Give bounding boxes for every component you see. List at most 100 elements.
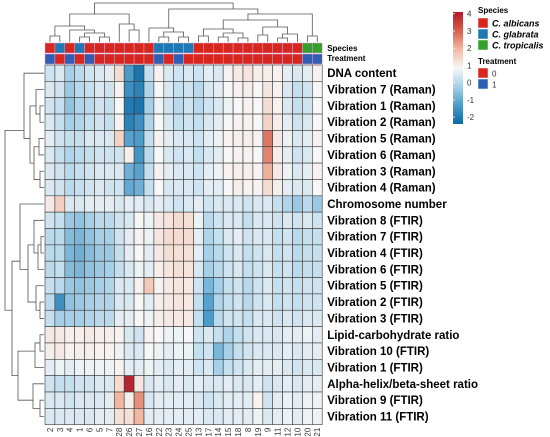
treatment-annotation-cell	[64, 53, 75, 65]
dendrogram-link	[69, 29, 95, 42]
column-label: 1	[76, 427, 85, 432]
row-dendrogram	[4, 72, 44, 417]
heatmap-cell	[302, 260, 313, 278]
column-label: 17	[204, 427, 213, 436]
heatmap-cell	[183, 179, 194, 197]
heatmap-cell	[123, 244, 135, 262]
heatmap-cell	[183, 293, 194, 311]
heatmap-cell	[123, 342, 135, 360]
heatmap-cell	[133, 260, 145, 278]
row-label: Vibration 1 (FTIR)	[327, 362, 423, 374]
heatmap-cell	[282, 260, 293, 278]
heatmap-cell	[302, 146, 313, 164]
heatmap-cell	[64, 195, 76, 213]
row-label: Alpha-helix/beta-sheet ratio	[327, 379, 478, 391]
row-label: Vibration 9 (FTIR)	[327, 395, 423, 407]
heatmap-cell	[302, 244, 313, 262]
heatmap-cell	[311, 179, 323, 197]
heatmap-cell	[123, 195, 135, 213]
heatmap-cell	[262, 211, 273, 229]
heatmap-cell	[183, 309, 194, 327]
heatmap-cell	[173, 277, 184, 295]
row-label: Vibration 8 (FTIR)	[327, 215, 423, 227]
column-label: 26	[125, 427, 134, 436]
column-label: 16	[145, 427, 154, 436]
heatmap-cell	[163, 146, 175, 164]
treatment-annotation-cell	[94, 53, 105, 65]
heatmap-cell	[153, 375, 165, 393]
heatmap-cell	[232, 81, 244, 98]
heatmap-cell	[203, 146, 214, 164]
heatmap-cell	[213, 195, 224, 213]
heatmap-cell	[153, 130, 165, 148]
column-label: 22	[155, 427, 164, 436]
dendrogram-link	[35, 285, 44, 311]
heatmap-cell	[222, 293, 234, 311]
heatmap-cell	[302, 358, 313, 376]
heatmap-cell	[292, 97, 303, 115]
heatmap-cell	[302, 293, 313, 311]
species-annotation-cell	[272, 42, 283, 54]
heatmap-cell	[242, 309, 254, 327]
heatmap-cell	[222, 130, 234, 148]
heatmap-cell	[193, 162, 204, 180]
column-label: 13	[194, 427, 203, 436]
heatmap-cell	[193, 326, 204, 344]
heatmap-cell	[104, 211, 115, 229]
heatmap-cell	[232, 244, 244, 262]
heatmap-cell	[242, 97, 254, 115]
heatmap-cell	[183, 326, 194, 344]
dendrogram-link	[19, 203, 44, 270]
heatmap-cell	[163, 342, 175, 360]
heatmap-cell	[163, 97, 175, 115]
heatmap-cell	[222, 113, 234, 131]
column-label: 23	[165, 427, 174, 436]
heatmap-cell	[232, 64, 244, 82]
heatmap-cell	[64, 375, 76, 393]
heatmap-cell	[232, 130, 244, 148]
heatmap-cell	[133, 179, 145, 197]
treatment-annotation-cell	[213, 53, 224, 65]
dendrogram-link	[282, 33, 298, 42]
heatmap-cell	[173, 293, 184, 311]
heatmap-cell	[193, 97, 204, 115]
heatmap-cell	[213, 326, 224, 344]
heatmap-cell	[203, 113, 214, 131]
treatment-annotation-cell	[143, 53, 155, 65]
heatmap-cell	[282, 81, 293, 98]
heatmap-cell	[133, 195, 145, 213]
heatmap-cell	[311, 326, 323, 344]
heatmap-cell	[173, 309, 184, 327]
heatmap-cell	[114, 293, 125, 311]
column-label: 11	[274, 427, 283, 436]
heatmap-cell	[222, 244, 234, 262]
heatmap-cell	[133, 391, 145, 409]
heatmap-cell	[143, 326, 155, 344]
heatmap-cell	[104, 113, 115, 131]
heatmap-cell	[114, 375, 125, 393]
species-annotation-cell	[232, 42, 244, 54]
species-legend-swatch	[477, 39, 489, 51]
species-annotation-cell	[94, 42, 105, 54]
heatmap-cell	[54, 64, 66, 82]
heatmap-cell	[282, 408, 293, 426]
dendrogram-link	[37, 244, 44, 270]
heatmap-cell	[84, 113, 95, 131]
heatmap-cell	[74, 326, 85, 344]
heatmap-cell	[183, 130, 194, 148]
heatmap-cell	[123, 309, 135, 327]
heatmap-cell	[302, 179, 313, 197]
treatment-legend-label: 0	[492, 70, 497, 79]
heatmap-cell	[114, 64, 125, 82]
heatmap-cell	[292, 408, 303, 426]
heatmap-cell	[311, 277, 323, 295]
dendrogram-link	[79, 36, 90, 42]
column-label: 7	[105, 427, 114, 432]
column-label: 28	[115, 427, 124, 436]
heatmap-cell	[84, 146, 95, 164]
treatment-legend-swatch	[477, 67, 489, 79]
heatmap-cell	[311, 81, 323, 98]
heatmap-cell	[173, 113, 184, 131]
heatmap-cell	[311, 113, 323, 131]
heatmap-cell	[262, 277, 273, 295]
